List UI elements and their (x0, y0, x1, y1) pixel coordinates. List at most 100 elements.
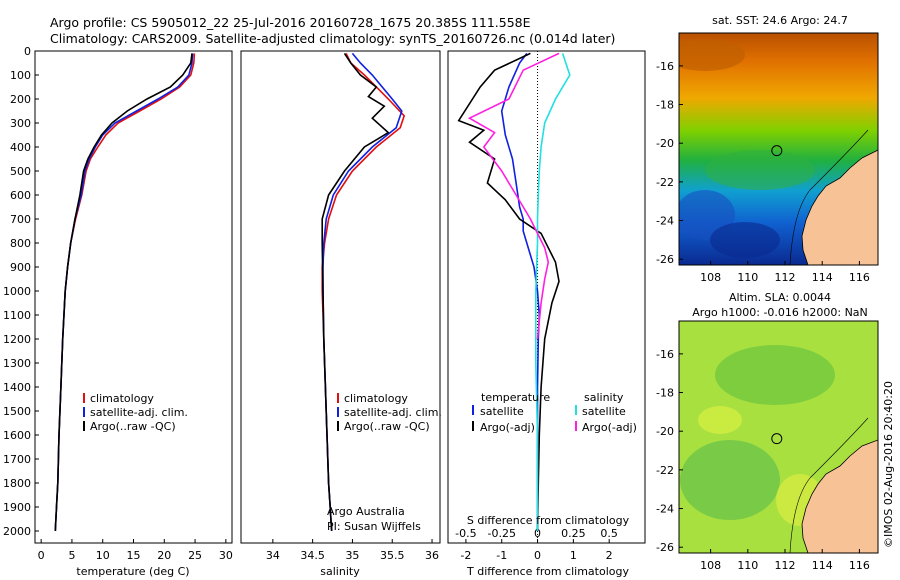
x-tick-label: 1 (570, 549, 577, 562)
y-tick-label: 300 (10, 117, 31, 130)
sst-axes: 108 110 112 114 116 -16 -18 -20 -22 -24 -26 (656, 60, 870, 284)
legend-label-s-argo: Argo(-adj) (582, 421, 637, 434)
x-tick-label: -2 (460, 549, 471, 562)
map-x-tick-label: 116 (849, 271, 870, 284)
map-y-tick-label: -26 (656, 541, 674, 554)
x-tick-label: 30 (219, 549, 233, 562)
legend-label-s-satellite: satellite (582, 405, 626, 418)
difference-xlabel-top: S difference from climatology (467, 514, 630, 527)
map-y-tick-label: -20 (656, 137, 674, 150)
difference-panel (447, 50, 646, 544)
sst-map: sat. SST: 24.6 Argo: 24.7 108 110 112 114 11… (656, 14, 879, 284)
temperature-plot: 0100200300400500600700800900100011001200… (3, 45, 233, 562)
difference-plot: -2 -1 0 1 2 -0.5 -0.25 0 0.25 0.5 (455, 51, 618, 562)
cold-patch (710, 222, 780, 258)
y-tick-label: 1500 (3, 405, 31, 418)
series-climatology (321, 53, 406, 532)
map-y-tick-label: -24 (656, 215, 674, 228)
s-tick-label: 0.25 (561, 527, 586, 540)
map-x-tick-label: 108 (700, 271, 721, 284)
x-tick-label: 20 (157, 549, 171, 562)
sst-frame (678, 32, 879, 266)
map-y-tick-label: -18 (656, 387, 674, 400)
y-tick-label: 1000 (3, 285, 31, 298)
y-tick-label: 100 (10, 69, 31, 82)
map-y-tick-label: -22 (656, 176, 674, 189)
header-line-2: Climatology: CARS2009. Satellite-adjuste… (50, 31, 615, 46)
x-tick-label: -1 (496, 549, 507, 562)
sla-isobath (789, 417, 869, 553)
y-tick-label: 700 (10, 213, 31, 226)
legend-label-satellite: satellite-adj. clim. (344, 406, 442, 419)
sla-low-1 (715, 345, 835, 405)
imos-timestamp: ©IMOS 02-Aug-2016 20:40:20 (882, 381, 895, 548)
x-tick-label: 2 (606, 549, 613, 562)
y-tick-label: 400 (10, 141, 31, 154)
header-line-1: Argo profile: CS 5905012_22 25-Jul-2016 … (50, 15, 531, 30)
pi-label: PI: Susan Wijffels (327, 520, 421, 533)
sst-land (801, 149, 878, 265)
y-tick-label: 1400 (3, 381, 31, 394)
series-salinity-satellite (534, 53, 571, 531)
s-tick-label: -0.5 (455, 527, 476, 540)
y-tick-label: 500 (10, 165, 31, 178)
legend-label-argo: Argo(..raw -QC) (344, 420, 430, 433)
series-satellite-adj-clim (54, 53, 194, 532)
map-x-tick-label: 114 (812, 271, 833, 284)
s-tick-label: -0.25 (487, 527, 515, 540)
argo-position-marker (771, 433, 783, 445)
s-tick-label: 0.5 (600, 527, 618, 540)
y-tick-label: 200 (10, 93, 31, 106)
salinity-plot: 34 34.5 35 35.5 36 (266, 52, 439, 562)
legend-title-salinity: salinity (584, 391, 624, 404)
series-argo-raw-qc (54, 53, 193, 532)
legend-title-temperature: temperature (481, 391, 550, 404)
map-y-tick-label: -24 (656, 503, 674, 516)
legend-label-argo: Argo(..raw -QC) (90, 420, 176, 433)
x-tick-label: 15 (127, 549, 141, 562)
x-tick-label: 36 (425, 549, 439, 562)
x-tick-label: 35.5 (380, 549, 405, 562)
y-tick-label: 800 (10, 237, 31, 250)
sla-low-2 (680, 440, 780, 520)
y-tick-label: 1700 (3, 453, 31, 466)
sst-isobath (789, 129, 869, 265)
argo-position-marker (771, 145, 783, 157)
green-patch (705, 150, 815, 190)
salinity-panel (240, 50, 441, 544)
temperature-legend: climatology satellite-adj. clim. Argo(..… (83, 392, 188, 433)
map-x-tick-label: 110 (737, 271, 758, 284)
y-tick-label: 0 (24, 45, 31, 58)
series-temperature-argo-adj (457, 52, 560, 532)
legend-label-t-argo: Argo(-adj) (480, 421, 535, 434)
series-argo-raw-qc (321, 52, 390, 532)
sla-map-title-1: Altim. SLA: 0.0044 (729, 291, 831, 304)
y-tick-label: 1800 (3, 477, 31, 490)
x-tick-label: 0 (38, 549, 45, 562)
salinity-xlabel: salinity (320, 565, 360, 578)
x-tick-label: 10 (96, 549, 110, 562)
sla-high-1 (698, 406, 742, 434)
x-tick-label: 34 (266, 549, 280, 562)
y-tick-label: 1300 (3, 357, 31, 370)
legend-label-climatology: climatology (344, 392, 408, 405)
map-x-tick-label: 114 (812, 559, 833, 572)
series-temperature-satellite (500, 52, 541, 531)
y-tick-label: 2000 (3, 525, 31, 538)
map-x-tick-label: 116 (849, 559, 870, 572)
salinity-legend: climatology satellite-adj. clim. Argo(..… (337, 392, 442, 433)
warm-patch (679, 39, 745, 71)
x-tick-label: 34.5 (300, 549, 325, 562)
difference-legend: temperature satellite Argo(-adj) salinit… (472, 391, 637, 434)
temperature-xlabel: temperature (deg C) (76, 565, 189, 578)
series-salinity-argo-adj (467, 52, 560, 340)
sla-map: Altim. SLA: 0.0044 Argo h1000: -0.016 h2… (656, 291, 879, 572)
y-tick-label: 1900 (3, 501, 31, 514)
x-tick-label: 0 (534, 549, 541, 562)
sla-axes: 108 110 112 114 116 -16 -18 -20 -22 -24 -26 (656, 348, 870, 572)
map-y-tick-label: -26 (656, 253, 674, 266)
sst-map-title: sat. SST: 24.6 Argo: 24.7 (712, 14, 848, 27)
map-y-tick-label: -16 (656, 348, 674, 361)
y-tick-label: 1200 (3, 333, 31, 346)
